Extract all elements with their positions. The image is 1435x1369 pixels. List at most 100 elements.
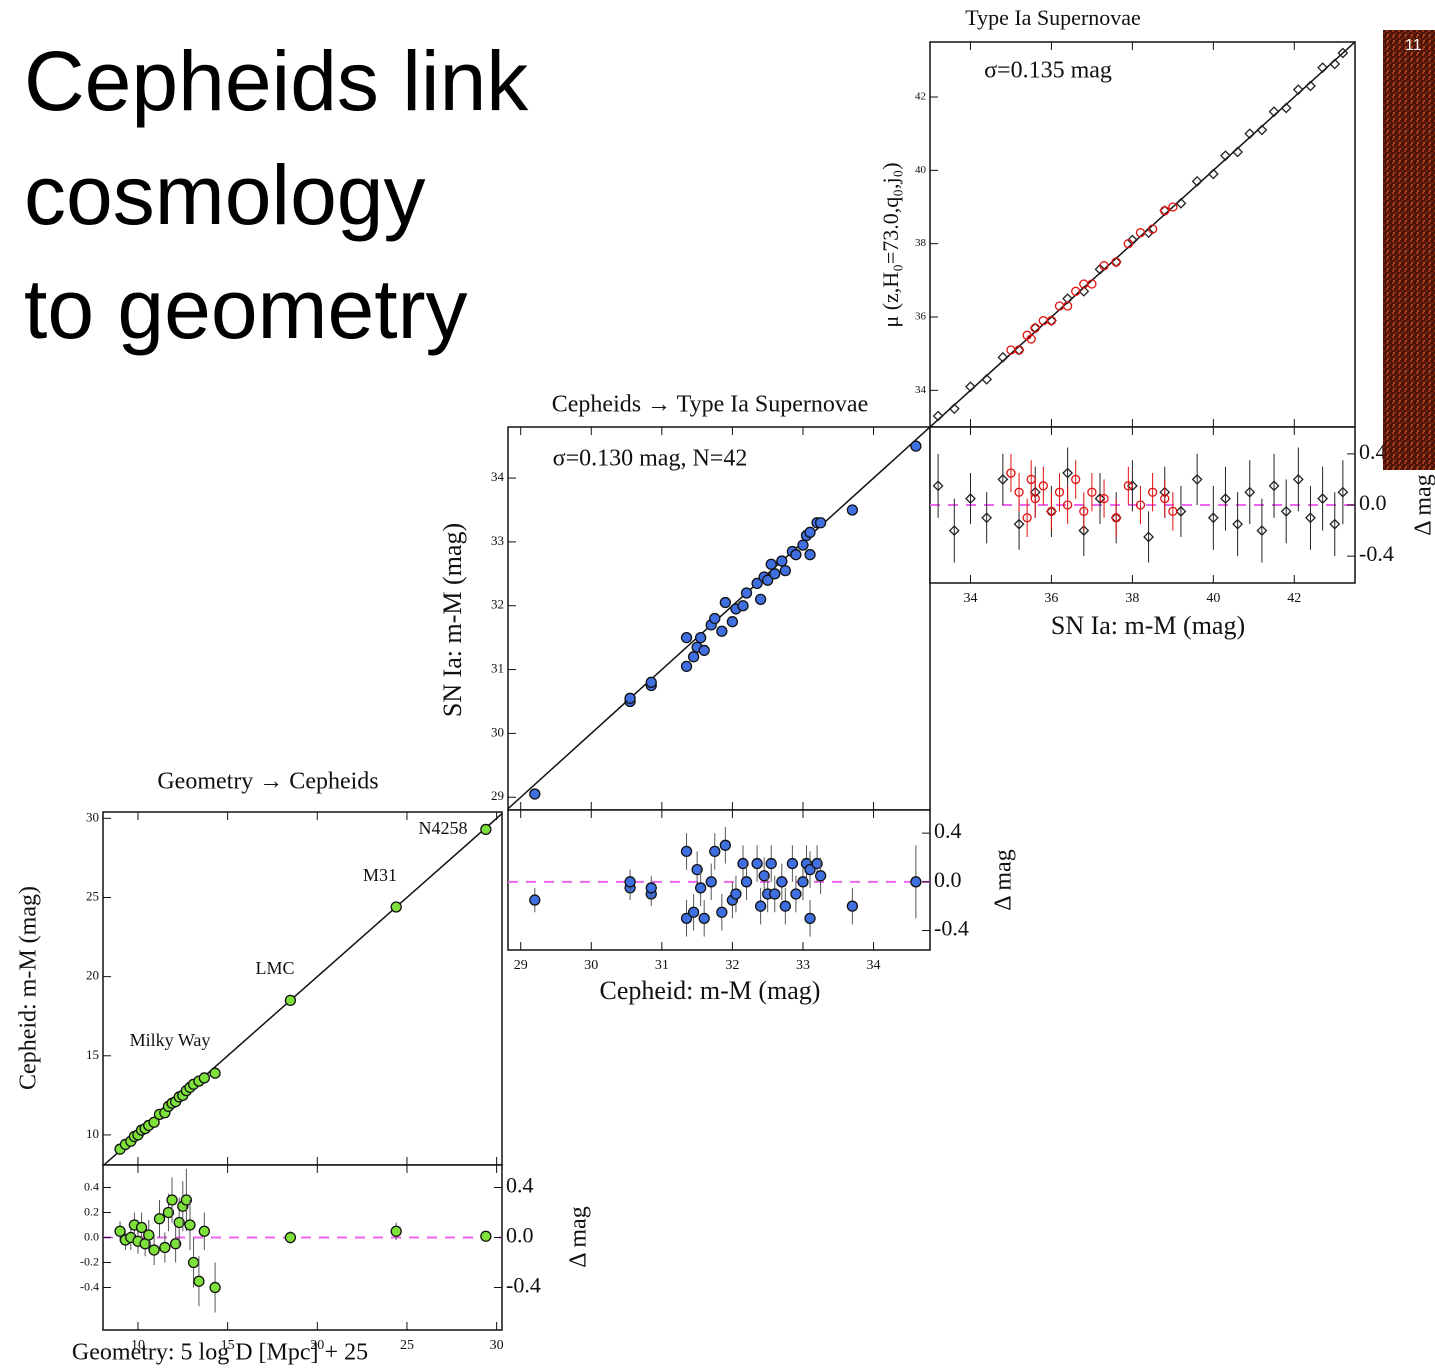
- point: [756, 594, 766, 604]
- point: [791, 889, 801, 899]
- y2-tick-label: -0.4: [506, 1273, 541, 1298]
- y-tick-label: -0.2: [80, 1254, 99, 1268]
- y-tick-label: 42: [915, 91, 926, 103]
- y-tick-label: 34: [915, 384, 927, 396]
- point: [699, 913, 709, 923]
- y2-tick-label: 0.0: [1359, 490, 1387, 515]
- point: [199, 1073, 209, 1083]
- point: [285, 995, 295, 1005]
- y-axis-label: μ (z,H₀=73.0,q₀,j₀): [878, 162, 903, 327]
- point: [199, 1226, 209, 1236]
- point: [787, 859, 797, 869]
- y-tick-label: 34: [491, 469, 505, 484]
- y-tick-label: 32: [491, 597, 504, 612]
- point: [391, 902, 401, 912]
- y2-axis-label: Δ mag: [991, 849, 1017, 910]
- point: [766, 559, 776, 569]
- point: [770, 569, 780, 579]
- slide: Cepheids link cosmology to geometry 1015…: [0, 0, 1435, 1369]
- y-tick-label: 0.4: [84, 1179, 99, 1193]
- point: [625, 877, 635, 887]
- x-tick-label: 29: [514, 958, 528, 973]
- slide-title-line: to geometry: [24, 262, 468, 356]
- point: [720, 598, 730, 608]
- y-tick-label: -0.4: [80, 1279, 99, 1293]
- point: [731, 889, 741, 899]
- plot-area: [508, 810, 930, 950]
- x-axis-label: Cepheid: m-M (mag): [600, 976, 821, 1005]
- point: [805, 550, 815, 560]
- point: [530, 895, 540, 905]
- point: [717, 907, 727, 917]
- image-label: 11: [1405, 37, 1422, 54]
- chart-title: Cepheids → Type Ia Supernovae: [552, 392, 868, 418]
- chart-panel: 29 30 31 32 33 34 Cepheids → Type Ia Supernova…: [438, 392, 930, 811]
- point: [625, 693, 635, 703]
- point: [481, 824, 491, 834]
- point: [706, 877, 716, 887]
- annotation: σ=0.135 mag: [984, 58, 1112, 84]
- x-tick-label: 40: [1206, 591, 1220, 606]
- annotation: N4258: [419, 818, 468, 838]
- y2-tick-label: -0.4: [934, 916, 969, 941]
- y2-tick-label: 0.0: [934, 867, 962, 892]
- point: [720, 840, 730, 850]
- point: [847, 901, 857, 911]
- point: [911, 877, 921, 887]
- point: [816, 871, 826, 881]
- point: [752, 859, 762, 869]
- point: [689, 652, 699, 662]
- y-tick-label: 31: [491, 661, 504, 676]
- point: [770, 889, 780, 899]
- y-tick-label: 36: [915, 311, 927, 323]
- x-tick-label: 30: [490, 1338, 504, 1353]
- annotation: M31: [363, 865, 397, 885]
- y-tick-label: 33: [491, 533, 504, 548]
- point: [780, 901, 790, 911]
- point: [777, 556, 787, 566]
- point: [167, 1195, 177, 1205]
- x-tick-label: 36: [1044, 591, 1058, 606]
- point: [682, 661, 692, 671]
- point: [185, 1220, 195, 1230]
- y-tick-label: 40: [915, 164, 927, 176]
- point: [210, 1068, 220, 1078]
- point: [194, 1276, 204, 1286]
- x-tick-label: 42: [1287, 591, 1301, 606]
- point: [777, 877, 787, 887]
- x-axis-label: SN Ia: m-M (mag): [1051, 611, 1245, 640]
- y-tick-label: 38: [915, 237, 927, 249]
- y-tick-label: 30: [491, 724, 504, 739]
- point: [847, 505, 857, 515]
- point: [911, 441, 921, 451]
- point: [189, 1258, 199, 1268]
- point: [646, 883, 656, 893]
- annotation: Milky Way: [130, 1030, 211, 1050]
- slide-title-line: cosmology: [24, 148, 426, 242]
- x-tick-label: 38: [1125, 591, 1139, 606]
- x-tick-label: 25: [400, 1338, 414, 1353]
- y2-tick-label: 0.0: [506, 1223, 534, 1248]
- annotation: σ=0.130 mag, N=42: [553, 446, 748, 472]
- point: [710, 846, 720, 856]
- image-texture: [1383, 30, 1435, 470]
- point: [742, 588, 752, 598]
- point: [791, 550, 801, 560]
- slide-title-line: Cepheids link: [24, 34, 529, 128]
- x-tick-label: 32: [725, 958, 739, 973]
- point: [798, 540, 808, 550]
- point: [646, 677, 656, 687]
- y-tick-label: 29: [491, 788, 504, 803]
- point: [682, 633, 692, 643]
- y-tick-label: 30: [86, 809, 99, 824]
- point: [780, 566, 790, 576]
- x-tick-label: 34: [867, 958, 881, 973]
- point: [160, 1243, 170, 1253]
- point: [696, 883, 706, 893]
- y-tick-label: 0.2: [84, 1204, 99, 1218]
- point: [210, 1283, 220, 1293]
- side-image: 11: [1383, 30, 1435, 470]
- point: [738, 601, 748, 611]
- y-tick-label: 20: [86, 968, 99, 983]
- y2-tick-label: -0.4: [1359, 541, 1394, 566]
